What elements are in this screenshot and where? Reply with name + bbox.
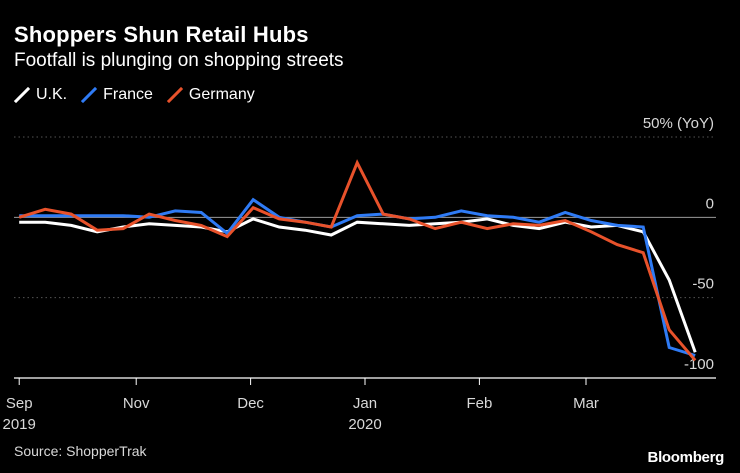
- legend-item-france: France: [81, 86, 153, 104]
- legend-label-uk: U.K.: [36, 86, 68, 103]
- legend-swatch-germany: [166, 87, 183, 103]
- series-line-france: [19, 197, 696, 357]
- legend-swatch-uk: [14, 87, 30, 103]
- x-tick-label-0: Sep: [6, 395, 33, 412]
- x-tick-label-1: Nov: [123, 395, 150, 412]
- x-tick-label-4: Feb: [466, 395, 492, 412]
- legend-label-germany: Germany: [188, 86, 255, 103]
- source-note: Source: ShopperTrak: [14, 443, 147, 459]
- series-line-germany: [18, 159, 697, 362]
- legend-item-germany: Germany: [166, 86, 255, 104]
- y-tick-label-0: 50% (YoY): [643, 115, 714, 132]
- series-line-uk: [19, 217, 697, 353]
- legend-swatch-germany-line: [166, 87, 183, 103]
- x-tick-label-3: Jan: [353, 395, 377, 412]
- chart-title: Shoppers Shun Retail Hubs: [14, 22, 309, 47]
- x-tick-year-3: 2020: [348, 416, 381, 433]
- legend-label-france: France: [103, 86, 153, 103]
- y-tick-label-2: -50: [692, 276, 714, 293]
- y-tick-label-3: -100: [684, 356, 714, 373]
- legend: U.K. France Germany: [14, 86, 269, 104]
- x-tick-label-2: Dec: [237, 395, 264, 412]
- legend-item-uk: U.K.: [14, 86, 67, 104]
- x-tick-label-5: Mar: [573, 395, 599, 412]
- bloomberg-logo: Bloomberg: [647, 449, 725, 466]
- x-tick-year-0: 2019: [3, 416, 36, 433]
- legend-swatch-france-line: [81, 87, 98, 103]
- y-tick-label-1: 0: [706, 195, 714, 212]
- legend-swatch-france: [81, 87, 98, 103]
- legend-swatch-uk-line: [14, 87, 30, 103]
- chart-subtitle: Footfall is plunging on shopping streets: [14, 50, 344, 71]
